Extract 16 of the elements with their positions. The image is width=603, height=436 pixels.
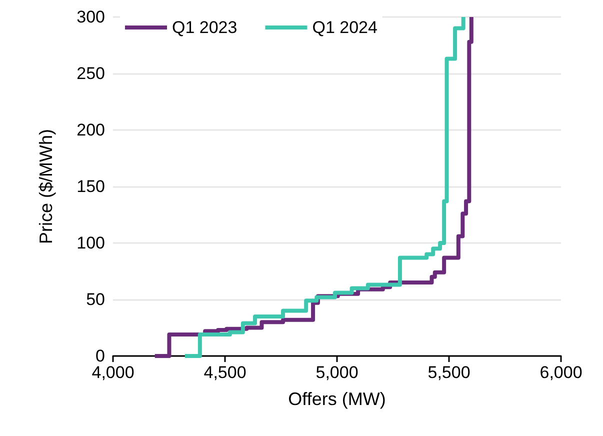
x-tick-label: 5,000: [316, 363, 358, 382]
legend-label: Q1 2024: [312, 18, 378, 37]
legend-label: Q1 2023: [172, 18, 238, 37]
x-tick-label: 5,500: [428, 363, 470, 382]
x-tick-label: 4,500: [204, 363, 246, 382]
y-axis-title: Price ($/MWh): [36, 128, 56, 244]
x-tick-label: 6,000: [540, 363, 582, 382]
y-tick-label: 0: [96, 346, 105, 366]
y-tick-label: 300: [76, 8, 105, 26]
x-axis-title: Offers (MW): [288, 389, 386, 409]
y-tick-label: 100: [76, 234, 105, 252]
x-tick-label: 4,000: [92, 363, 134, 382]
y-tick-label: 150: [76, 177, 105, 196]
y-tick-label: 250: [76, 64, 105, 83]
y-tick-label: 200: [76, 120, 105, 140]
y-tick-label: 50: [86, 290, 105, 309]
